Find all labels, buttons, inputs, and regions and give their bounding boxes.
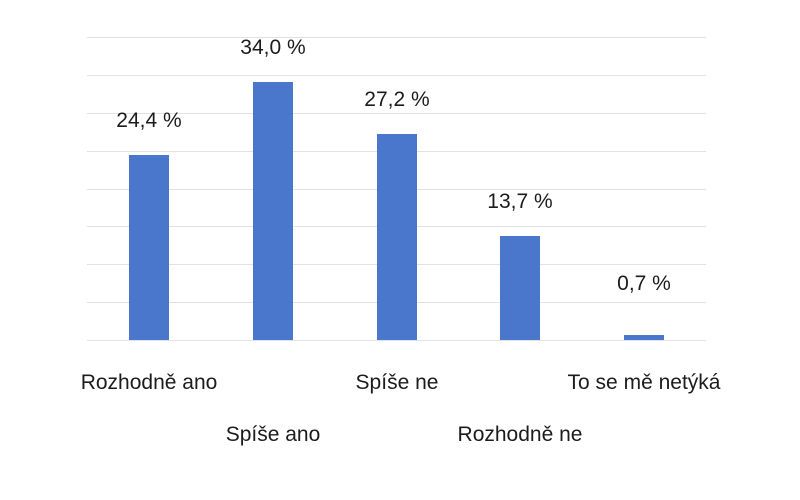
gridline bbox=[87, 340, 706, 341]
value-label: 34,0 % bbox=[240, 36, 306, 59]
category-label: Rozhodně ne bbox=[457, 423, 583, 446]
value-label: 13,7 % bbox=[487, 190, 553, 213]
gridline bbox=[87, 37, 706, 38]
gridline bbox=[87, 75, 706, 76]
value-label: 27,2 % bbox=[364, 88, 430, 111]
value-label: 24,4 % bbox=[116, 109, 182, 132]
value-label: 0,7 % bbox=[617, 272, 671, 295]
category-label: To se mě netýká bbox=[567, 371, 721, 394]
bar bbox=[500, 236, 540, 340]
bar bbox=[129, 155, 169, 340]
bar bbox=[253, 82, 293, 340]
category-label: Rozhodně ano bbox=[80, 371, 218, 394]
category-label: Spíše ano bbox=[225, 423, 321, 446]
gridline bbox=[87, 113, 706, 114]
category-label: Spíše ne bbox=[355, 371, 439, 394]
bar bbox=[377, 134, 417, 340]
bar bbox=[624, 335, 664, 340]
